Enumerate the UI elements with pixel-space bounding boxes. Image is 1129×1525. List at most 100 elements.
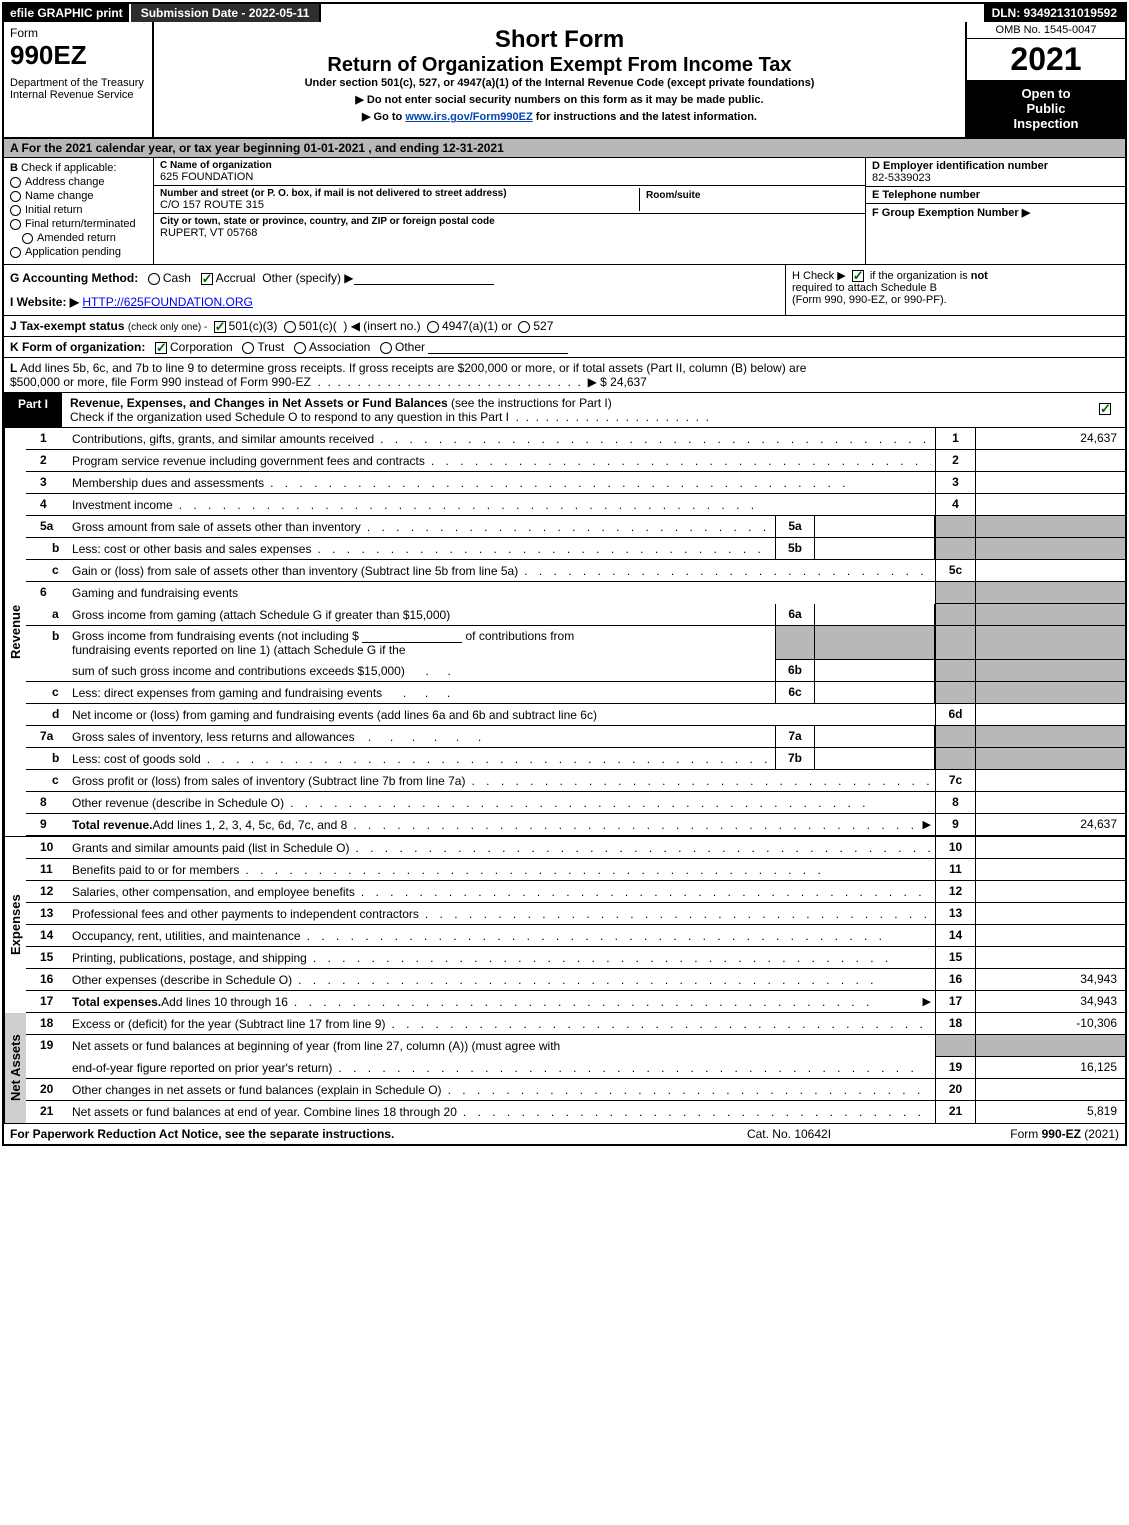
l-label: L <box>10 361 17 375</box>
website-link[interactable]: HTTP://625FOUNDATION.ORG <box>82 295 252 309</box>
ln-6c-rnum <box>935 682 975 703</box>
expenses-lines: 10 Grants and similar amounts paid (list… <box>26 837 1125 1013</box>
spacer <box>321 4 983 22</box>
j-label: J Tax-exempt status <box>10 319 125 333</box>
omb-number: OMB No. 1545-0047 <box>967 22 1125 39</box>
dots: . . <box>411 664 771 678</box>
dots: . . . . . . . . . . . . . . . . . . . . … <box>361 885 931 899</box>
chk-application-pending[interactable] <box>10 247 21 258</box>
ln-7b-mid: 7b <box>775 748 815 769</box>
e-phone-label: E Telephone number <box>872 189 1119 201</box>
note-ssn: ▶ Do not enter social security numbers o… <box>164 93 955 106</box>
line-5c: c Gain or (loss) from sale of assets oth… <box>26 560 1125 582</box>
chk-address-change[interactable] <box>10 177 21 188</box>
ln-5a-rval <box>975 516 1125 537</box>
line-9: 9 Total revenue. Add lines 1, 2, 3, 4, 5… <box>26 814 1125 836</box>
chk-527[interactable] <box>518 321 530 333</box>
side-netassets: Net Assets <box>4 1013 26 1123</box>
ln-5a-midval <box>815 516 935 537</box>
chk-501c3[interactable] <box>214 321 226 333</box>
header-right: OMB No. 1545-0047 2021 Open to Public In… <box>965 22 1125 137</box>
ln-19-num: 19 <box>26 1035 68 1057</box>
footer: For Paperwork Reduction Act Notice, see … <box>4 1123 1125 1144</box>
header-left: Form 990EZ Department of the Treasury In… <box>4 22 154 137</box>
chk-association[interactable] <box>294 342 306 354</box>
ln-5c-num: c <box>26 560 68 581</box>
ln-6a-rnum <box>935 604 975 625</box>
part-i-check-line: Check if the organization used Schedule … <box>70 410 509 424</box>
ln-17-desc2: Add lines 10 through 16 <box>161 995 288 1009</box>
ln-12-rnum: 12 <box>935 881 975 902</box>
dots: . . . . . . . . . . . . . . . . . . . . … <box>471 774 931 788</box>
chk-schedule-o-part-i[interactable] <box>1099 403 1111 415</box>
chk-amended-return[interactable] <box>22 233 33 244</box>
ln-16-rnum: 16 <box>935 969 975 990</box>
ln-3-rnum: 3 <box>935 472 975 493</box>
chk-accrual[interactable] <box>201 273 213 285</box>
ln-20-num: 20 <box>26 1079 68 1100</box>
ln-6b-rval <box>975 626 1125 660</box>
chk-corporation[interactable] <box>155 342 167 354</box>
ln-10-rnum: 10 <box>935 837 975 858</box>
chk-other-org[interactable] <box>380 342 392 354</box>
ln-16-val: 34,943 <box>975 969 1125 990</box>
chk-name-change[interactable] <box>10 191 21 202</box>
room-label: Room/suite <box>646 190 853 201</box>
opt-accrual: Accrual <box>216 271 256 285</box>
ln-15-desc: Printing, publications, postage, and shi… <box>72 951 307 965</box>
ln-4-rnum: 4 <box>935 494 975 515</box>
section-h: H Check ▶ if the organization is not req… <box>785 265 1125 315</box>
ln-11-rnum: 11 <box>935 859 975 880</box>
d-ein-label: D Employer identification number <box>872 160 1119 172</box>
header-center: Short Form Return of Organization Exempt… <box>154 22 965 137</box>
ln-6d-rnum: 6d <box>935 704 975 725</box>
chk-initial-return[interactable] <box>10 205 21 216</box>
dots: . . . . . . <box>361 730 771 744</box>
side-expenses: Expenses <box>4 837 26 1013</box>
section-k: K Form of organization: Corporation Trus… <box>4 337 1125 358</box>
line-3: 3 Membership dues and assessments. . . .… <box>26 472 1125 494</box>
ln-6c-desc: Less: direct expenses from gaming and fu… <box>72 686 382 700</box>
opt-address-change: Address change <box>25 176 105 188</box>
i-label: I Website: ▶ <box>10 295 79 309</box>
ln-8-desc: Other revenue (describe in Schedule O) <box>72 796 284 810</box>
ln-6a-midval <box>815 604 935 625</box>
c-name-label: C Name of organization <box>160 160 859 171</box>
ln-13-num: 13 <box>26 903 68 924</box>
ln-7c-rnum: 7c <box>935 770 975 791</box>
ln-21-desc: Net assets or fund balances at end of ye… <box>72 1105 457 1119</box>
l-value: 24,637 <box>610 375 647 389</box>
chk-schedule-b[interactable] <box>852 270 864 282</box>
ln-7a-desc: Gross sales of inventory, less returns a… <box>72 730 355 744</box>
line-7c: c Gross profit or (loss) from sales of i… <box>26 770 1125 792</box>
l-text2: $500,000 or more, file Form 990 instead … <box>10 375 311 389</box>
inspect-3: Inspection <box>1013 116 1078 131</box>
opt-trust: Trust <box>257 340 284 354</box>
ln-6b-rnum <box>935 626 975 660</box>
addr-label: Number and street (or P. O. box, if mail… <box>160 188 639 199</box>
chk-501c[interactable] <box>284 321 296 333</box>
ln-17-rnum: 17 <box>935 991 975 1012</box>
footer-left: For Paperwork Reduction Act Notice, see … <box>10 1127 659 1141</box>
ln-6-rval <box>975 582 1125 604</box>
irs-link[interactable]: www.irs.gov/Form990EZ <box>405 111 532 123</box>
ln-18-val: -10,306 <box>975 1013 1125 1034</box>
ln-20-val <box>975 1079 1125 1100</box>
dots: . . . . . . . . . . . . . . . . . . . . … <box>207 752 771 766</box>
dots: . . . . . . . . . . . . . . . . . . . . … <box>298 973 931 987</box>
city-value: RUPERT, VT 05768 <box>160 227 859 239</box>
ln-9-val: 24,637 <box>975 814 1125 835</box>
ln-5c-rnum: 5c <box>935 560 975 581</box>
chk-cash[interactable] <box>148 273 160 285</box>
chk-4947[interactable] <box>427 321 439 333</box>
ln-5a-mid: 5a <box>775 516 815 537</box>
chk-trust[interactable] <box>242 342 254 354</box>
line-5a: 5a Gross amount from sale of assets othe… <box>26 516 1125 538</box>
ein-value: 82-5339023 <box>872 172 1119 184</box>
form-990ez-page: efile GRAPHIC print Submission Date - 20… <box>2 2 1127 1146</box>
chk-final-return[interactable] <box>10 219 21 230</box>
ln-6c-rval <box>975 682 1125 703</box>
ln-2-val <box>975 450 1125 471</box>
check-if-applicable: Check if applicable: <box>21 162 116 174</box>
ln-15-val <box>975 947 1125 968</box>
